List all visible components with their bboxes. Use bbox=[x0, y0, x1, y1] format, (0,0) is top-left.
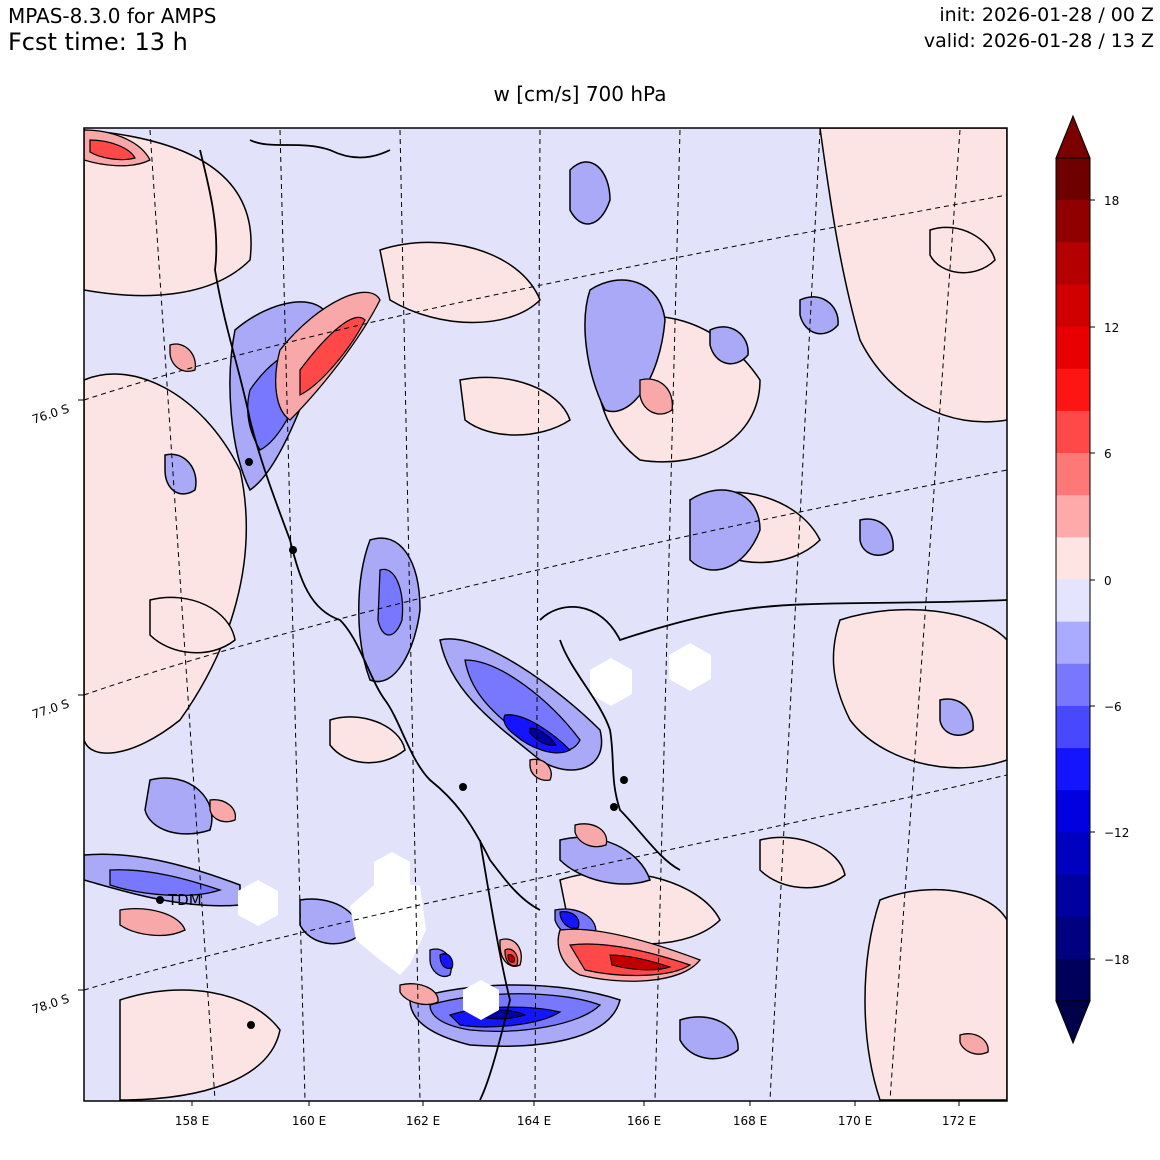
station-dot bbox=[620, 776, 628, 784]
colorbar-segment bbox=[1056, 832, 1090, 876]
station-dot bbox=[289, 546, 297, 554]
map-panel: TDM bbox=[84, 128, 1007, 1101]
station-dot bbox=[156, 896, 164, 904]
missing-data-patches bbox=[238, 643, 711, 1020]
colorbar-tick: −12 bbox=[1104, 826, 1129, 840]
station-label-tdm: TDM bbox=[167, 891, 202, 909]
station-dot bbox=[245, 458, 253, 466]
map-frame bbox=[83, 127, 1008, 1102]
colorbar-tick: −18 bbox=[1104, 953, 1129, 967]
colorbar-segment bbox=[1056, 916, 1090, 960]
colorbar-segment bbox=[1056, 579, 1090, 623]
station-dot bbox=[459, 783, 467, 791]
latitude-labels: 76.0 S 77.0 S 78.0 S bbox=[30, 399, 84, 1017]
lon-label: 160 E bbox=[292, 1114, 326, 1128]
colorbar-segment bbox=[1056, 453, 1090, 496]
colorbar-segment bbox=[1056, 537, 1090, 580]
init-time: init: 2026-01-28 / 00 Z bbox=[939, 4, 1154, 26]
colorbar-segment bbox=[1056, 958, 1090, 1002]
intense-updraft-areas bbox=[507, 954, 672, 971]
lon-label: 166 E bbox=[627, 1114, 661, 1128]
station-markers bbox=[156, 458, 628, 1029]
colorbar-tick: 18 bbox=[1104, 194, 1119, 208]
colorbar-segment bbox=[1056, 158, 1090, 201]
lat-label: 76.0 S bbox=[30, 402, 71, 427]
colorbar-segment bbox=[1056, 368, 1090, 412]
colorbar-segment bbox=[1056, 621, 1090, 665]
plot-title: w [cm/s] 700 hPa bbox=[493, 82, 667, 106]
colorbar-segment bbox=[1056, 663, 1090, 707]
colorbar: 18 12 6 0 −6 −12 −18 bbox=[1055, 114, 1129, 1045]
colorbar-segment bbox=[1056, 705, 1090, 749]
graticule bbox=[84, 129, 1007, 1101]
lon-label: 162 E bbox=[406, 1114, 440, 1128]
lon-label: 168 E bbox=[733, 1114, 767, 1128]
lon-label: 172 E bbox=[942, 1114, 976, 1128]
colorbar-segment bbox=[1056, 748, 1090, 791]
colorbar-tick: 6 bbox=[1104, 447, 1112, 461]
valid-time: valid: 2026-01-28 / 13 Z bbox=[923, 30, 1154, 52]
station-dot bbox=[610, 803, 618, 811]
colorbar-segment bbox=[1056, 284, 1090, 328]
colorbar-segment bbox=[1056, 410, 1090, 454]
colorbar-tick: 12 bbox=[1104, 321, 1119, 335]
colorbar-segment bbox=[1056, 874, 1090, 918]
colorbar-segment bbox=[1056, 790, 1090, 833]
colorbar-tick: 0 bbox=[1104, 574, 1112, 588]
colorbar-segment bbox=[1056, 326, 1090, 370]
lon-label: 158 E bbox=[175, 1114, 209, 1128]
colorbar-segment bbox=[1056, 242, 1090, 285]
model-name: MPAS-8.3.0 for AMPS bbox=[8, 4, 217, 28]
colorbar-segment bbox=[1056, 495, 1090, 538]
colorbar-tick: −6 bbox=[1104, 700, 1122, 714]
station-dot bbox=[247, 1021, 255, 1029]
lon-label: 170 E bbox=[838, 1114, 872, 1128]
longitude-labels: 158 E 160 E 162 E 164 E 166 E 168 E 170 … bbox=[175, 1101, 976, 1128]
colorbar-segments bbox=[1056, 158, 1090, 1002]
colorbar-over-arrow bbox=[1055, 114, 1091, 159]
colorbar-tick-labels: 18 12 6 0 −6 −12 −18 bbox=[1090, 194, 1129, 967]
colorbar-segment bbox=[1056, 200, 1090, 243]
coastline bbox=[199, 139, 1007, 1101]
lon-label: 164 E bbox=[517, 1114, 551, 1128]
forecast-time: Fcst time: 13 h bbox=[8, 28, 188, 56]
lat-label: 78.0 S bbox=[30, 992, 71, 1017]
colorbar-under-arrow bbox=[1055, 1000, 1091, 1045]
lat-label: 77.0 S bbox=[30, 697, 71, 722]
